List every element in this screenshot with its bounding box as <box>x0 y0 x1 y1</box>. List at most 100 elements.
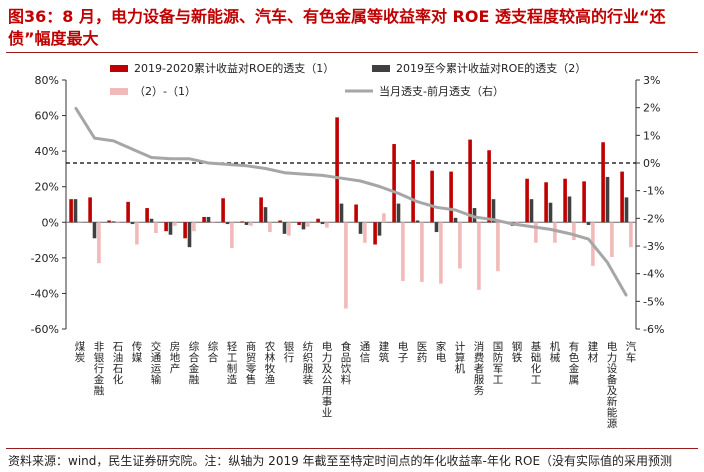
bar-series2 <box>358 222 363 234</box>
line-point <box>530 225 533 228</box>
line-point <box>188 158 191 160</box>
bar-series3 <box>363 222 367 243</box>
legend-label: 2019至今累计收益对ROE的透支（2） <box>396 61 586 75</box>
category-label: 房地产 <box>169 340 181 374</box>
line-point <box>245 164 248 167</box>
bar-series2 <box>149 218 154 223</box>
footer-note: 资料来源：wind，民生证券研究院。注：纵轴为 2019 年截至至特定时间点的年… <box>8 454 673 468</box>
category-label: 传媒 <box>131 341 143 363</box>
bar-series1 <box>202 216 206 223</box>
left-tick-label: -40% <box>31 287 59 300</box>
bar-series1 <box>221 198 225 223</box>
left-tick-label: 40% <box>35 145 59 158</box>
bar-series1 <box>316 218 320 223</box>
left-tick-label: -60% <box>31 323 59 336</box>
line-point <box>359 180 362 182</box>
line-point <box>264 167 267 170</box>
bar-series1 <box>544 182 548 223</box>
category-label: 基础化工 <box>530 340 542 385</box>
bar-series2 <box>396 203 401 223</box>
line-point <box>93 137 96 139</box>
line-point <box>511 223 514 225</box>
bar-series2 <box>377 222 382 236</box>
line-point <box>131 148 134 150</box>
bar-series1 <box>335 117 339 223</box>
bar-series2 <box>73 199 78 223</box>
bar-series2 <box>130 222 135 225</box>
category-label: 电子 <box>397 340 409 363</box>
left-tick-label: 0% <box>42 216 59 229</box>
right-tick-label: 0% <box>643 157 660 170</box>
line-point <box>454 209 457 211</box>
bar-series3 <box>458 222 462 269</box>
category-label: 家电 <box>435 340 447 363</box>
bar-series1 <box>259 197 263 223</box>
bar-series3 <box>439 222 443 284</box>
line-series <box>74 106 628 297</box>
line-point <box>473 216 476 218</box>
legend-label: （2）-（1） <box>134 85 196 98</box>
category-label: 纺织服装 <box>302 340 314 385</box>
bar-series2 <box>567 196 572 223</box>
bar-series3 <box>192 222 196 232</box>
legend-label: 当月透支-前月透支（右） <box>379 84 504 98</box>
bar-series1 <box>582 181 586 223</box>
bar-series2 <box>415 220 420 223</box>
bar-series1 <box>430 170 434 223</box>
line-point <box>207 162 210 164</box>
category-label: 消费者服务 <box>473 340 485 396</box>
category-label: 国防军工 <box>492 341 504 385</box>
bar-series1 <box>88 197 92 223</box>
bar-series1 <box>468 139 472 223</box>
line-point <box>283 171 286 174</box>
bar-series3 <box>572 222 576 241</box>
category-label: 医药 <box>416 341 428 363</box>
category-label: 非银行金融 <box>93 341 105 396</box>
category-label: 计算机 <box>454 340 466 374</box>
bar-series2 <box>472 208 477 223</box>
right-tick-label: -1% <box>643 185 664 198</box>
line-point <box>169 158 172 160</box>
bar-series1 <box>525 178 529 223</box>
bar-series3 <box>420 222 424 282</box>
bar-series2 <box>187 222 192 248</box>
bar-series3 <box>477 222 481 290</box>
legend-label: 2019-2020累计收益对ROE的透支（1） <box>134 61 334 75</box>
bar-series3 <box>287 222 291 236</box>
bar-series2 <box>434 222 439 233</box>
bar-series2 <box>605 176 610 223</box>
right-tick-label: -5% <box>643 295 664 308</box>
bar-series3 <box>97 222 101 264</box>
bar-series1 <box>354 204 358 223</box>
legend-swatch <box>372 65 390 72</box>
line-point <box>302 173 305 175</box>
bar-series2 <box>339 203 344 223</box>
bar-series1 <box>145 208 149 223</box>
right-tick-label: -2% <box>643 212 664 225</box>
bar-series1 <box>373 222 377 245</box>
bar-series2 <box>92 222 97 239</box>
bar-series3 <box>629 222 633 248</box>
title-divider <box>6 52 698 53</box>
bar-series1 <box>164 222 168 232</box>
bar-series2 <box>320 222 325 225</box>
line-point <box>416 200 419 203</box>
line-point <box>606 261 609 264</box>
right-tick-label: -6% <box>643 323 664 336</box>
category-label: 电力设备及新能源 <box>606 340 618 429</box>
line-point <box>340 177 343 180</box>
bar-series3 <box>325 222 329 228</box>
category-label: 建材 <box>587 340 599 363</box>
bar-series2 <box>225 222 230 225</box>
bar-series2 <box>206 216 211 223</box>
bar-series1 <box>487 150 491 223</box>
category-label: 通信 <box>359 341 371 363</box>
category-label: 交通运输 <box>150 340 162 385</box>
category-label: 有色金属 <box>568 340 580 385</box>
bar-series1 <box>411 160 415 223</box>
footer-divider <box>6 448 698 449</box>
category-label: 汽车 <box>625 340 637 363</box>
line-point <box>625 295 628 297</box>
category-label: 机械 <box>549 340 561 363</box>
bar-series2 <box>491 199 496 223</box>
